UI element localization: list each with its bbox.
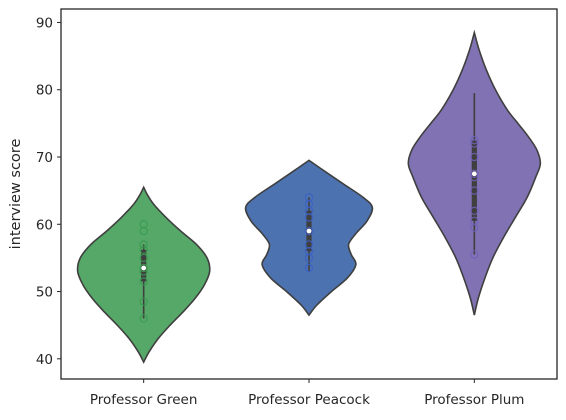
- violin-median: [306, 228, 312, 234]
- data-point: [470, 250, 479, 259]
- y-tick-label: 90: [36, 15, 53, 31]
- violin-group: [76, 185, 211, 364]
- data-point: [139, 297, 148, 306]
- x-axis: Professor Green Professor Peacock Professo…: [90, 379, 524, 408]
- y-tick-label: 40: [36, 352, 53, 368]
- data-point: [470, 216, 479, 226]
- data-point: [139, 263, 148, 273]
- violins-layer: [76, 29, 542, 364]
- y-tick-label: 60: [36, 217, 53, 233]
- y-tick-label: 80: [36, 83, 53, 99]
- data-point: [304, 263, 314, 273]
- violin-group: [244, 159, 374, 317]
- data-point: [139, 277, 148, 286]
- data-point: [304, 226, 314, 236]
- y-tick-label: 70: [36, 150, 53, 166]
- data-point: [139, 245, 148, 255]
- data-point: [470, 152, 479, 162]
- data-point: [304, 193, 314, 202]
- data-point: [470, 139, 479, 148]
- x-tick-label: Professor Green: [90, 392, 198, 408]
- x-tick-label: Professor Peacock: [248, 392, 370, 408]
- x-tick-label: Professor Plum: [424, 392, 524, 408]
- violin-median: [471, 171, 477, 177]
- data-point: [470, 186, 479, 195]
- y-axis: 40 50 60 70 80 90: [36, 15, 61, 368]
- y-axis-label: interview score: [8, 139, 24, 250]
- data-point: [470, 135, 479, 145]
- violin-median: [141, 265, 147, 271]
- data-point: [139, 220, 148, 229]
- data-point: [139, 240, 148, 249]
- data-point: [304, 240, 314, 249]
- violin-group: [407, 29, 542, 316]
- data-point: [139, 314, 148, 323]
- data-point: [139, 253, 148, 263]
- data-point: [470, 169, 479, 179]
- data-point: [470, 206, 479, 216]
- y-tick-label: 50: [36, 285, 53, 301]
